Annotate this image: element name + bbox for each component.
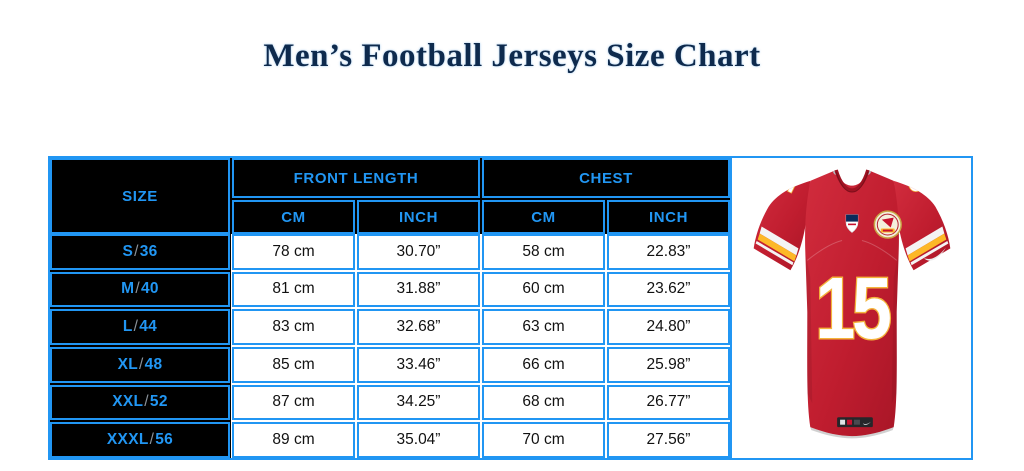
chest-inch-cell: 24.80” bbox=[607, 309, 730, 345]
front-cm-cell: 89 cm bbox=[232, 422, 355, 458]
chest-inch-cell: 25.98” bbox=[607, 347, 730, 383]
chest-cm-cell: 70 cm bbox=[482, 422, 605, 458]
front-inch-cell: 32.68” bbox=[357, 309, 480, 345]
size-cell: XXL/52 bbox=[50, 384, 230, 421]
chest-cm-cell: 63 cm bbox=[482, 309, 605, 345]
chest-cm-cell: 68 cm bbox=[482, 384, 605, 421]
header-front-inch: INCH bbox=[357, 200, 480, 234]
jersey-image: 15 15 bbox=[753, 169, 950, 439]
header-front-length: FRONT LENGTH bbox=[232, 158, 480, 198]
size-cell: S/36 bbox=[50, 234, 230, 270]
front-cm-cell: 81 cm bbox=[232, 271, 355, 308]
v-neck-trim bbox=[833, 169, 870, 192]
header-chest-cm: CM bbox=[482, 200, 605, 234]
size-cell: M/40 bbox=[50, 271, 230, 308]
front-cm-cell: 85 cm bbox=[232, 347, 355, 383]
size-cell: L/44 bbox=[50, 309, 230, 345]
size-cell: XL/48 bbox=[50, 347, 230, 383]
chest-inch-cell: 22.83” bbox=[607, 234, 730, 270]
front-cm-cell: 83 cm bbox=[232, 309, 355, 345]
table-header: SIZE FRONT LENGTH CHEST CM INCH CM INCH bbox=[50, 158, 730, 234]
header-chest-inch: INCH bbox=[607, 200, 730, 234]
right-sleeve-stripes bbox=[905, 226, 948, 266]
chest-cm-cell: 66 cm bbox=[482, 347, 605, 383]
table-body: S/36 78 cm 30.70” 58 cm 22.83” M/40 81 c… bbox=[50, 234, 730, 458]
size-chart-panel: SIZE FRONT LENGTH CHEST CM INCH CM INCH … bbox=[48, 156, 973, 460]
front-inch-cell: 33.46” bbox=[357, 347, 480, 383]
size-table: SIZE FRONT LENGTH CHEST CM INCH CM INCH … bbox=[50, 158, 730, 458]
front-cm-cell: 78 cm bbox=[232, 234, 355, 270]
size-cell: XXXL/56 bbox=[50, 422, 230, 458]
chest-cm-cell: 58 cm bbox=[482, 234, 605, 270]
front-inch-cell: 34.25” bbox=[357, 384, 480, 421]
left-sleeve-stripes bbox=[755, 226, 798, 266]
front-inch-cell: 35.04” bbox=[357, 422, 480, 458]
jock-tag bbox=[836, 417, 873, 428]
front-inch-cell: 30.70” bbox=[357, 234, 480, 270]
chest-cm-cell: 60 cm bbox=[482, 271, 605, 308]
header-front-cm: CM bbox=[232, 200, 355, 234]
chest-inch-cell: 23.62” bbox=[607, 271, 730, 308]
nfl-shield-icon bbox=[845, 214, 858, 233]
front-inch-cell: 31.88” bbox=[357, 271, 480, 308]
header-chest: CHEST bbox=[482, 158, 730, 198]
svg-text:15: 15 bbox=[815, 259, 890, 356]
chest-inch-cell: 27.56” bbox=[607, 422, 730, 458]
chest-inch-cell: 26.77” bbox=[607, 384, 730, 421]
chest-number: 15 bbox=[814, 258, 895, 358]
front-cm-cell: 87 cm bbox=[232, 384, 355, 421]
jersey-product-photo: 15 15 bbox=[730, 158, 971, 458]
nike-swoosh-icon bbox=[923, 247, 946, 261]
header-size: SIZE bbox=[50, 158, 230, 234]
team-patch-icon bbox=[873, 210, 902, 239]
page-title: Men’s Football Jerseys Size Chart bbox=[263, 38, 761, 74]
